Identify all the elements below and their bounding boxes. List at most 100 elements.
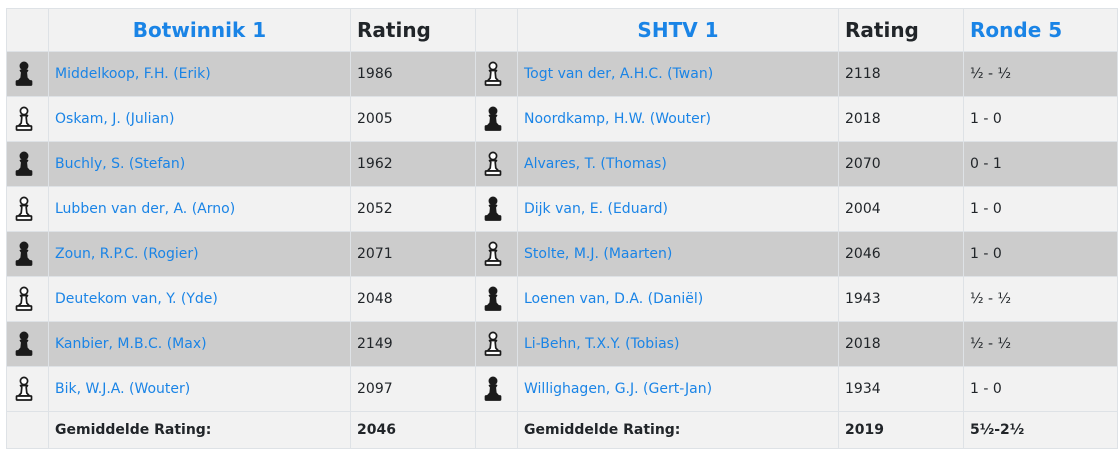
board-result: 1 - 0 (963, 231, 1118, 277)
white-pawn-icon (482, 151, 511, 177)
white-pawn-icon (482, 331, 511, 357)
white-pawn-icon (13, 286, 42, 312)
away-rating: 1943 (838, 276, 964, 322)
home-player-link[interactable]: Kanbier, M.B.C. (Max) (55, 336, 207, 352)
home-player-cell: Oskam, J. (Julian) (48, 96, 351, 142)
black-pawn-icon (13, 241, 42, 267)
away-player-link[interactable]: Li-Behn, T.X.Y. (Tobias) (524, 336, 680, 352)
home-rating: 1962 (350, 141, 476, 187)
black-pawn-icon (482, 376, 511, 402)
home-rating: 2149 (350, 321, 476, 367)
header-spacer (6, 8, 49, 52)
away-player-cell: Loenen van, D.A. (Daniël) (517, 276, 839, 322)
black-pawn-icon (13, 151, 42, 177)
black-pawn-icon (482, 286, 511, 312)
home-player-cell: Middelkoop, F.H. (Erik) (48, 51, 351, 97)
table-header-row: Botwinnik 1 Rating SHTV 1 Rating Ronde 5 (6, 8, 1118, 52)
away-player-link[interactable]: Willighagen, G.J. (Gert-Jan) (524, 381, 713, 397)
home-rating: 2097 (350, 366, 476, 412)
home-player-cell: Buchly, S. (Stefan) (48, 141, 351, 187)
white-pawn-icon (482, 61, 511, 87)
board-row: Lubben van der, A. (Arno) 2052 Dijk van, E… (6, 186, 1118, 232)
board-row: Kanbier, M.B.C. (Max) 2149 Li-Behn, T.X.Y.… (6, 321, 1118, 367)
away-average-rating: 2019 (838, 411, 964, 449)
home-player-link[interactable]: Deutekom van, Y. (Yde) (55, 291, 218, 307)
home-piece-cell (6, 186, 49, 232)
board-result: ½ - ½ (963, 51, 1118, 97)
home-average-label: Gemiddelde Rating: (48, 411, 351, 449)
black-pawn-icon (13, 331, 42, 357)
away-piece-cell (475, 96, 518, 142)
away-player-link[interactable]: Togt van der, A.H.C. (Twan) (524, 66, 714, 82)
home-rating: 2071 (350, 231, 476, 277)
home-team-link[interactable]: Botwinnik 1 (132, 18, 267, 42)
home-rating: 2052 (350, 186, 476, 232)
away-player-cell: Alvares, T. (Thomas) (517, 141, 839, 187)
home-piece-cell (6, 141, 49, 187)
away-player-cell: Dijk van, E. (Eduard) (517, 186, 839, 232)
away-player-link[interactable]: Loenen van, D.A. (Daniël) (524, 291, 704, 307)
home-player-cell: Lubben van der, A. (Arno) (48, 186, 351, 232)
table-footer-row: Gemiddelde Rating: 2046 Gemiddelde Ratin… (6, 411, 1118, 449)
board-result: ½ - ½ (963, 276, 1118, 322)
home-average-rating: 2046 (350, 411, 476, 449)
home-player-link[interactable]: Middelkoop, F.H. (Erik) (55, 66, 211, 82)
board-result: 1 - 0 (963, 366, 1118, 412)
board-result: 1 - 0 (963, 186, 1118, 232)
home-player-link[interactable]: Buchly, S. (Stefan) (55, 156, 186, 172)
round-header: Ronde 5 (963, 8, 1118, 52)
home-piece-cell (6, 51, 49, 97)
home-player-cell: Bik, W.J.A. (Wouter) (48, 366, 351, 412)
away-rating: 2070 (838, 141, 964, 187)
home-player-link[interactable]: Bik, W.J.A. (Wouter) (55, 381, 191, 397)
white-pawn-icon (482, 241, 511, 267)
home-piece-cell (6, 231, 49, 277)
white-pawn-icon (13, 196, 42, 222)
home-rating: 2048 (350, 276, 476, 322)
home-rating: 1986 (350, 51, 476, 97)
footer-spacer (475, 411, 518, 449)
home-team-header: Botwinnik 1 (48, 8, 351, 52)
away-player-link[interactable]: Dijk van, E. (Eduard) (524, 201, 669, 217)
board-result: ½ - ½ (963, 321, 1118, 367)
board-row: Deutekom van, Y. (Yde) 2048 Loenen van, D.… (6, 276, 1118, 322)
boards-body: Middelkoop, F.H. (Erik) 1986 Togt van der,… (6, 51, 1118, 412)
board-row: Oskam, J. (Julian) 2005 Noordkamp, H.W. (W… (6, 96, 1118, 142)
home-player-link[interactable]: Oskam, J. (Julian) (55, 111, 175, 127)
away-piece-cell (475, 141, 518, 187)
black-pawn-icon (482, 196, 511, 222)
away-player-link[interactable]: Noordkamp, H.W. (Wouter) (524, 111, 711, 127)
away-piece-cell (475, 231, 518, 277)
away-player-cell: Willighagen, G.J. (Gert-Jan) (517, 366, 839, 412)
away-player-cell: Stolte, M.J. (Maarten) (517, 231, 839, 277)
total-score: 5½-2½ (963, 411, 1118, 449)
home-player-link[interactable]: Zoun, R.P.C. (Rogier) (55, 246, 199, 262)
away-rating: 2018 (838, 321, 964, 367)
match-table: Botwinnik 1 Rating SHTV 1 Rating Ronde 5… (6, 8, 1118, 449)
away-piece-cell (475, 276, 518, 322)
home-player-link[interactable]: Lubben van der, A. (Arno) (55, 201, 236, 217)
home-piece-cell (6, 366, 49, 412)
header-spacer (475, 8, 518, 52)
away-rating-header: Rating (838, 8, 964, 52)
away-player-link[interactable]: Alvares, T. (Thomas) (524, 156, 667, 172)
away-team-link[interactable]: SHTV 1 (637, 18, 719, 42)
away-piece-cell (475, 366, 518, 412)
away-piece-cell (475, 51, 518, 97)
round-link[interactable]: Ronde 5 (970, 18, 1063, 42)
white-pawn-icon (13, 106, 42, 132)
board-result: 1 - 0 (963, 96, 1118, 142)
home-player-cell: Kanbier, M.B.C. (Max) (48, 321, 351, 367)
black-pawn-icon (482, 106, 511, 132)
away-player-cell: Togt van der, A.H.C. (Twan) (517, 51, 839, 97)
away-team-header: SHTV 1 (517, 8, 839, 52)
home-piece-cell (6, 96, 49, 142)
home-player-cell: Zoun, R.P.C. (Rogier) (48, 231, 351, 277)
home-rating-header: Rating (350, 8, 476, 52)
away-player-link[interactable]: Stolte, M.J. (Maarten) (524, 246, 673, 262)
away-piece-cell (475, 186, 518, 232)
footer-spacer (6, 411, 49, 449)
black-pawn-icon (13, 61, 42, 87)
board-row: Zoun, R.P.C. (Rogier) 2071 Stolte, M.J. (M… (6, 231, 1118, 277)
home-piece-cell (6, 321, 49, 367)
